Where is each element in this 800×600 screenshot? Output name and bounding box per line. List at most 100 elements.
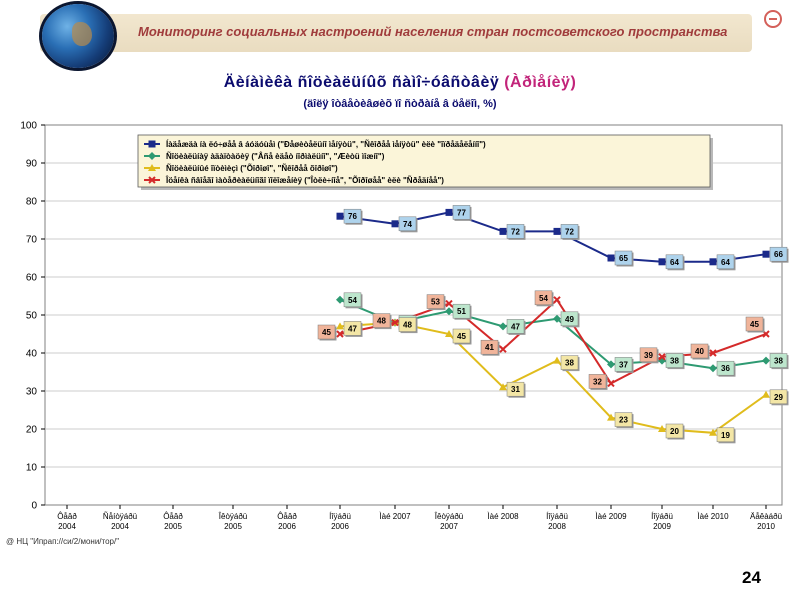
data-label-box: [343, 292, 362, 308]
legend-entry: Ñîöèàëüíàÿ àäàïòàöèÿ ("Âñå èäåò íîðìàëüí…: [166, 152, 385, 161]
data-point: [607, 360, 615, 369]
data-label-box: [480, 339, 499, 355]
data-point: [391, 220, 399, 228]
x-tick-label: 2010: [757, 522, 775, 531]
data-label: 49: [565, 315, 574, 324]
y-tick-label: 0: [31, 501, 37, 512]
data-label: 48: [377, 317, 386, 326]
x-tick-label: Ôåâð: [57, 512, 77, 521]
data-label: 76: [348, 212, 357, 221]
data-label-box: [452, 328, 471, 344]
data-label-box: [614, 412, 633, 427]
data-label: 36: [721, 364, 730, 373]
globe-logo-icon: [42, 4, 114, 68]
x-tick-label: Ôåâð: [163, 512, 183, 521]
x-tick-label: 2005: [224, 522, 242, 531]
data-point: [336, 330, 344, 338]
data-point: [553, 296, 561, 304]
data-label: 48: [403, 321, 412, 330]
data-label-box: [372, 313, 391, 328]
data-label: 74: [403, 220, 412, 229]
data-point: [445, 307, 453, 316]
legend-marker: [148, 176, 156, 184]
data-label-box: [614, 250, 633, 266]
data-label-box: [716, 427, 735, 443]
data-label: 47: [348, 324, 357, 333]
data-label: 40: [695, 347, 704, 356]
data-label-box: [769, 246, 788, 262]
data-label-box: [506, 381, 525, 397]
data-label-box: [426, 294, 445, 309]
data-label-box: [665, 423, 684, 439]
data-point: [709, 258, 717, 266]
y-tick-label: 50: [26, 311, 38, 322]
legend-entry: Íàäåæäà íà ëó÷øåå â áóäóùåì ("Ðåøèòåëüíî…: [166, 140, 486, 149]
data-label-box: [769, 389, 788, 405]
y-tick-label: 30: [26, 387, 38, 398]
x-tick-label: 2005: [164, 522, 182, 531]
x-tick-label: Ñåíòÿáðü: [103, 512, 137, 521]
data-label-box: [452, 303, 471, 319]
data-label-box: [560, 311, 579, 327]
x-tick-label: Ìàé 2008: [487, 512, 519, 521]
data-label: 45: [750, 320, 759, 329]
data-label-box: [665, 353, 684, 368]
data-label: 41: [485, 343, 494, 352]
x-tick-label: 2006: [278, 522, 296, 531]
x-tick-label: 2004: [111, 522, 129, 531]
legend-entry: Ñîöèàëüíûé îïòèìèçì ("Õîðîøî", "Ñêîðåå õ…: [166, 164, 338, 173]
data-label-box: [452, 205, 471, 220]
data-point: [391, 318, 399, 327]
data-label-box: [560, 224, 579, 239]
data-label: 45: [322, 328, 331, 337]
data-label-box: [745, 316, 764, 332]
chart-title-main: Äèíàìèêà ñîöèàëüíûõ ñàìî÷óâñòâèÿ: [223, 74, 500, 91]
x-tick-label: Ìàé 2010: [697, 512, 729, 521]
x-tick-label: Ôåâð: [277, 512, 297, 521]
source-note: @ НЦ "Ипрап://си/2/мони/тор/": [6, 537, 120, 546]
data-point: [762, 390, 770, 398]
data-label: 32: [593, 377, 602, 386]
data-point: [445, 208, 453, 216]
data-label-box: [769, 353, 788, 368]
data-label-box: [506, 224, 525, 239]
data-label: 38: [565, 359, 574, 368]
data-label: 38: [774, 357, 783, 366]
data-point: [445, 299, 453, 308]
page-number: 24: [742, 568, 761, 587]
data-point: [709, 349, 717, 357]
y-tick-label: 80: [26, 197, 38, 208]
x-tick-label: 2008: [548, 522, 566, 531]
data-label: 64: [670, 258, 679, 267]
data-point: [336, 322, 344, 330]
data-label: 51: [457, 307, 466, 316]
data-label: 39: [644, 351, 653, 360]
data-point: [658, 425, 666, 432]
y-tick-label: 90: [26, 159, 38, 170]
data-label-box: [665, 254, 684, 270]
x-tick-label: Äåêàáðü: [750, 512, 782, 521]
x-tick-label: Îêòÿáðü: [218, 512, 247, 521]
data-label-box: [506, 319, 525, 334]
legend-entry: Îöåíêà ñâîåãî ìàòåðèàëüíîãî ïîëîæåíèÿ ("…: [165, 176, 444, 185]
data-label: 72: [511, 227, 520, 236]
x-tick-label: 2007: [440, 522, 458, 531]
data-label: 37: [619, 360, 628, 369]
data-point: [607, 254, 615, 262]
x-tick-label: 2004: [58, 522, 76, 531]
legend-marker: [148, 164, 156, 171]
x-tick-label: Ìàé 2009: [595, 512, 627, 521]
data-label-box: [560, 355, 579, 370]
data-label-box: [534, 290, 553, 306]
y-tick-label: 60: [26, 273, 38, 284]
x-tick-label: Íîÿáðü: [546, 512, 568, 521]
legend-box: [137, 134, 711, 188]
data-label-box: [343, 321, 362, 336]
data-label-box: [317, 324, 336, 340]
data-point: [336, 295, 344, 304]
data-label: 54: [348, 296, 357, 305]
data-label: 72: [565, 227, 574, 236]
x-tick-label: Ìàé 2007: [379, 512, 411, 521]
data-point: [658, 258, 666, 266]
